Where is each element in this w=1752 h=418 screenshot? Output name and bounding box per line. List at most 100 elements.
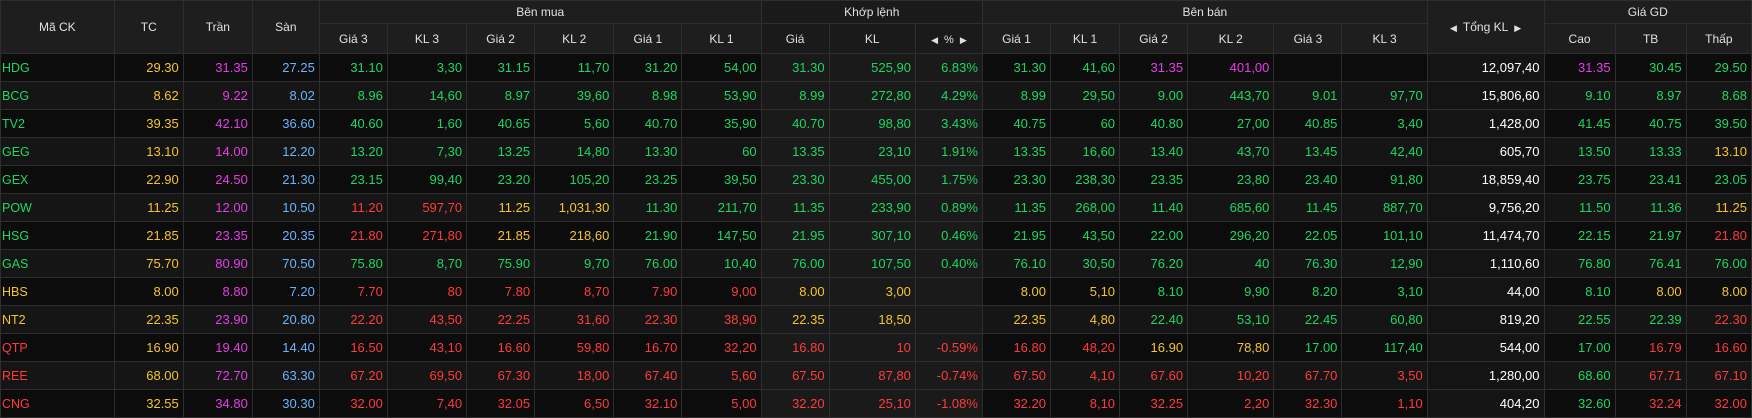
header-ref[interactable]: TC [113, 0, 184, 54]
header-buy-price1[interactable]: Giá 1 [613, 23, 683, 54]
low-price: 8.68 [1685, 81, 1752, 110]
symbol-cell[interactable]: QTP [0, 333, 115, 362]
total-volume: 18,859,40 [1426, 165, 1545, 194]
high-price: 31.35 [1543, 53, 1616, 82]
table-row[interactable]: GAS 75.70 80.90 70.50 75.80 8,70 75.90 9,70 76.0… [0, 249, 1752, 278]
ceil-price: 19.40 [182, 333, 253, 362]
buy-vol2: 218,60 [534, 221, 615, 250]
header-sell-price3[interactable]: Giá 3 [1273, 23, 1343, 54]
symbol-cell[interactable]: HDG [0, 53, 115, 82]
table-row[interactable]: HDG 29.30 31.35 27.25 31.10 3,30 31.15 11,70 31.… [0, 53, 1752, 82]
buy-vol3: 1,60 [386, 109, 468, 138]
low-price: 16.60 [1685, 333, 1752, 362]
table-row[interactable]: REE 68.00 72.70 63.30 67.20 69,50 67.30 18,00 67… [0, 361, 1752, 390]
table-row[interactable]: HBS 8.00 8.80 7.20 7.70 80 7.80 8,70 7.90 9,00 8.0… [0, 277, 1752, 306]
price-board-body: HDG 29.30 31.35 27.25 31.10 3,30 31.15 11,70 31.… [0, 53, 1752, 418]
sell-vol3: 117,40 [1341, 333, 1428, 362]
buy-vol1: 32,20 [681, 333, 762, 362]
total-volume: 605,70 [1426, 137, 1545, 166]
sell-price2: 22.00 [1119, 221, 1189, 250]
symbol-cell[interactable]: BCG [0, 81, 115, 110]
header-buy-vol2[interactable]: KL 2 [534, 23, 615, 54]
table-row[interactable]: POW 11.25 12.00 10.50 11.20 597,70 11.25 1,031,… [0, 193, 1752, 222]
symbol-cell[interactable]: CNG [0, 389, 115, 418]
header-match-price[interactable]: Giá [760, 23, 830, 54]
header-match-vol[interactable]: KL [828, 23, 916, 54]
buy-price1: 7.90 [613, 277, 683, 306]
header-total-volume[interactable]: ◀ Tổng KL ▶ [1426, 0, 1545, 54]
low-price: 32.00 [1685, 389, 1752, 418]
symbol-cell[interactable]: NT2 [0, 305, 115, 334]
avg-price: 11.36 [1614, 193, 1687, 222]
header-buy-price3[interactable]: Giá 3 [318, 23, 388, 54]
header-match-change[interactable]: ◀% ▶ [914, 23, 983, 54]
sell-price3: 17.00 [1273, 333, 1343, 362]
table-row[interactable]: GEX 22.90 24.50 21.30 23.15 99,40 23.20 105,20 2… [0, 165, 1752, 194]
symbol-cell[interactable]: HSG [0, 221, 115, 250]
avg-price: 13.33 [1614, 137, 1687, 166]
header-floor[interactable]: Sàn [251, 0, 320, 54]
sell-vol3: 97,70 [1341, 81, 1428, 110]
header-low[interactable]: Thấp [1685, 23, 1752, 54]
symbol-cell[interactable]: TV2 [0, 109, 115, 138]
sell-vol1: 30,50 [1049, 249, 1121, 278]
ref-price: 22.35 [113, 305, 184, 334]
table-row[interactable]: HSG 21.85 23.35 20.35 21.80 271,80 21.85 218,60… [0, 221, 1752, 250]
buy-price2: 75.90 [466, 249, 536, 278]
buy-vol3: 43,50 [386, 305, 468, 334]
floor-price: 63.30 [251, 361, 320, 390]
symbol-cell[interactable]: POW [0, 193, 115, 222]
header-buy-vol1[interactable]: KL 1 [681, 23, 762, 54]
arrow-right-icon[interactable]: ▶ [1514, 23, 1522, 33]
buy-vol1: 147,50 [681, 221, 762, 250]
match-volume: 87,80 [828, 361, 916, 390]
header-high[interactable]: Cao [1543, 23, 1616, 54]
table-row[interactable]: TV2 39.35 42.10 36.60 40.60 1,60 40.65 5,60 40.7… [0, 109, 1752, 138]
symbol-cell[interactable]: GEG [0, 137, 115, 166]
arrow-left-icon[interactable]: ◀ [1450, 23, 1457, 33]
table-row[interactable]: BCG 8.62 9.22 8.02 8.96 14,60 8.97 39,60 8.98 53,… [0, 81, 1752, 110]
buy-price2: 13.25 [466, 137, 536, 166]
sell-vol1: 60 [1049, 109, 1121, 138]
floor-price: 70.50 [251, 249, 320, 278]
total-volume: 819,20 [1426, 305, 1545, 334]
header-ceil[interactable]: Trần [182, 0, 253, 54]
header-sell-price2[interactable]: Giá 2 [1119, 23, 1189, 54]
header-buy-price2[interactable]: Giá 2 [466, 23, 536, 54]
total-volume: 1,110,60 [1426, 249, 1545, 278]
arrow-left-icon[interactable]: ◀ [931, 34, 939, 45]
sell-vol3: 3,40 [1341, 109, 1428, 138]
header-avg[interactable]: TB [1614, 23, 1687, 54]
match-change: 4.29% [914, 81, 983, 110]
match-volume: 18,50 [828, 305, 916, 334]
table-row[interactable]: CNG 32.55 34.80 30.30 32.00 7,40 32.05 6,50 32.1… [0, 389, 1752, 418]
sell-price3: 32.30 [1273, 389, 1343, 418]
header-sell-vol1[interactable]: KL 1 [1049, 23, 1121, 54]
sell-vol2: 685,60 [1187, 193, 1275, 222]
buy-vol3: 271,80 [386, 221, 468, 250]
table-row[interactable]: NT2 22.35 23.90 20.80 22.20 43,50 22.25 31,60 22… [0, 305, 1752, 334]
ref-price: 29.30 [113, 53, 184, 82]
match-volume: 25,10 [828, 389, 916, 418]
table-row[interactable]: QTP 16.90 19.40 14.40 16.50 43,10 16.60 59,80 16… [0, 333, 1752, 362]
match-price: 8.00 [760, 277, 830, 306]
header-buy-vol3[interactable]: KL 3 [386, 23, 468, 54]
symbol-cell[interactable]: REE [0, 361, 115, 390]
buy-price1: 21.90 [613, 221, 683, 250]
table-row[interactable]: GEG 13.10 14.00 12.20 13.20 7,30 13.25 14,80 13.… [0, 137, 1752, 166]
header-sell-vol2[interactable]: KL 2 [1187, 23, 1275, 54]
match-volume: 10 [828, 333, 916, 362]
buy-price2: 7.80 [466, 277, 536, 306]
header-symbol[interactable]: Mã CK [0, 0, 115, 54]
symbol-cell[interactable]: GAS [0, 249, 115, 278]
header-sell-price1[interactable]: Giá 1 [981, 23, 1052, 54]
high-price: 17.00 [1543, 333, 1616, 362]
sell-price1: 8.99 [981, 81, 1052, 110]
arrow-right-icon[interactable]: ▶ [959, 34, 967, 45]
symbol-cell[interactable]: GEX [0, 165, 115, 194]
sell-price2: 23.35 [1119, 165, 1189, 194]
avg-price: 23.41 [1614, 165, 1687, 194]
low-price: 22.30 [1685, 305, 1752, 334]
header-sell-vol3[interactable]: KL 3 [1341, 23, 1428, 54]
symbol-cell[interactable]: HBS [0, 277, 115, 306]
